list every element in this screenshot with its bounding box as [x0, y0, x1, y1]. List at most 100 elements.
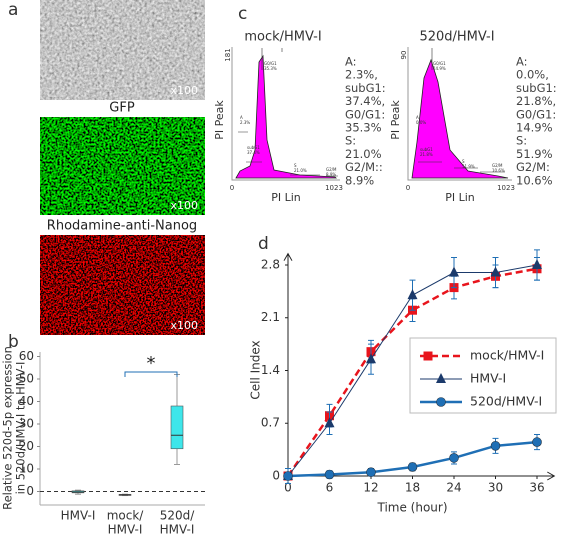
- legend-label: 520d/HMV-I: [470, 394, 542, 409]
- magnification: x100: [170, 319, 198, 332]
- x-max-label: 1023: [325, 184, 343, 192]
- stat-text: 8.9%: [345, 173, 374, 187]
- stat-text: 21.0%: [345, 147, 382, 161]
- marker: [366, 353, 376, 364]
- gate-name: S: [462, 159, 465, 164]
- stat-text: S:: [516, 134, 527, 148]
- axis-arrow: [283, 252, 556, 481]
- stat-text: 10.6%: [516, 173, 553, 187]
- y-axis-label: Relative 520d-5p expression: [1, 346, 15, 510]
- stat-text: 51.9%: [516, 147, 553, 161]
- x-tick-label: 520d/: [160, 509, 196, 523]
- y-max-label: 90: [400, 51, 408, 60]
- panel-a: [40, 0, 205, 335]
- gate-name: G2/M: [492, 163, 503, 168]
- panel-label: a: [8, 0, 18, 20]
- x-tick-label: mock/: [107, 509, 145, 523]
- x-axis-label: Time (hour): [376, 501, 447, 515]
- y-axis-label: in 520d/HMV-I to HMV-I: [14, 362, 28, 495]
- x-tick-label: 6: [326, 481, 334, 495]
- image-title: GFP: [109, 101, 135, 116]
- stat-text: A:: [516, 55, 528, 69]
- stat-text: 21.8%,: [516, 94, 556, 108]
- y-tick-label: 50: [19, 372, 34, 386]
- stat-text: 14.9%: [516, 121, 553, 135]
- marker: [490, 266, 501, 277]
- marker: [366, 467, 376, 478]
- legend-box: [409, 337, 557, 414]
- histogram-shape: [411, 58, 509, 179]
- stat-text: 35.3%: [345, 121, 382, 135]
- nanog-image: [40, 235, 205, 335]
- x-tick-label: 18: [405, 481, 420, 495]
- gate-name: S: [294, 163, 297, 168]
- y-tick-label: 20: [19, 439, 34, 453]
- gate-name: subG1: [247, 145, 260, 150]
- magnification: x100: [170, 84, 198, 97]
- histogram-title: mock/HMV-I: [244, 30, 321, 45]
- y-tick-label: 0.7: [261, 416, 280, 430]
- gate-value: 10.6%: [492, 168, 505, 173]
- stat-text: 2.3%,: [345, 68, 378, 82]
- magnification: x100: [170, 199, 198, 212]
- x-tick-label: 36: [529, 481, 544, 495]
- stat-text: G2/M::: [345, 160, 383, 174]
- x-tick-label: 30: [488, 481, 503, 495]
- x-axis-label: PI Lin: [271, 191, 301, 204]
- histogram-shape: [235, 54, 337, 179]
- y-tick-label: 0: [272, 469, 280, 483]
- marker: [324, 469, 335, 480]
- x-min-label: 0: [230, 184, 234, 192]
- x-tick-label: HMV-I: [108, 523, 143, 535]
- x-tick-label: HMV-I: [160, 523, 195, 535]
- gate-line: [238, 48, 505, 177]
- gate-value: 51.9%: [462, 164, 475, 169]
- y-max-label: 181: [224, 48, 232, 61]
- gate-value: 14.9%: [433, 66, 446, 71]
- stat-text: 37.4%,: [345, 94, 385, 108]
- box: [170, 405, 184, 450]
- stat-text: G0/G1:: [516, 107, 556, 121]
- y-tick-label: 2.8: [261, 257, 280, 271]
- y-tick-label: 30: [19, 417, 34, 431]
- y-tick-label: 2.1: [261, 310, 280, 324]
- gate-value: 35.3%: [264, 66, 277, 71]
- y-tick-label: 40: [19, 394, 34, 408]
- panel-label: b: [8, 332, 19, 352]
- stat-text: subG1:: [345, 81, 386, 95]
- y-axis-label: Cell Index: [249, 340, 263, 399]
- gate-value: 21.8%: [420, 152, 433, 157]
- marker: [532, 437, 542, 447]
- marker: [449, 453, 459, 463]
- gate-name: A: [240, 115, 243, 120]
- marker: [407, 289, 418, 300]
- gate-value: 0.0%: [416, 120, 426, 125]
- stat-text: A:: [345, 55, 357, 69]
- x-tick-label: 24: [446, 481, 461, 495]
- legend-marker: [436, 397, 446, 407]
- gfp-image: [40, 117, 205, 215]
- gate-name: G0/G1: [264, 61, 277, 66]
- gate-name: A: [416, 115, 419, 120]
- stat-text: subG1:: [516, 81, 557, 95]
- legend-label: mock/HMV-I: [470, 348, 544, 363]
- y-axis-label: PI Peak: [389, 100, 402, 140]
- image-title: Rhodamine-anti-Nanog: [47, 219, 197, 234]
- legend-marker: [436, 373, 446, 383]
- stat-text: G2/M:: [516, 160, 550, 174]
- significance-label: *: [147, 353, 156, 374]
- histogram-frame: [231, 47, 512, 181]
- stat-text: G0/G1:: [345, 107, 385, 121]
- marker: [324, 417, 335, 428]
- stat-text: S:: [345, 134, 356, 148]
- gate-name: G2/M: [326, 167, 337, 172]
- x-min-label: 0: [406, 184, 410, 192]
- histogram-title: 520d/HMV-I: [419, 30, 494, 45]
- legend-marker: [423, 351, 433, 361]
- marker: [407, 462, 418, 472]
- y-tick-label: 10: [19, 462, 34, 476]
- panel-label: c: [238, 4, 247, 24]
- gate-value: 37.4%: [247, 150, 260, 155]
- gate-value: 21.0%: [294, 168, 307, 173]
